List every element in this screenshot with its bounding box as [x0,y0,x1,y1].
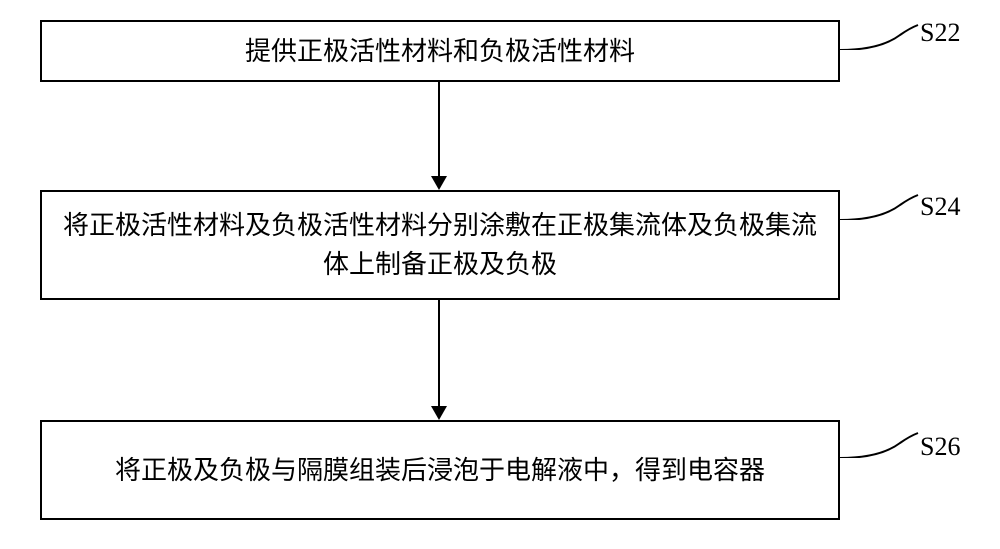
step-label-s26: S26 [920,432,960,462]
callout-curve-s22 [840,20,920,50]
flowchart-container: 提供正极活性材料和负极活性材料 S22 将正极活性材料及负极活性材料分别涂敷在正… [0,0,1000,549]
step-label-s22: S22 [920,18,960,48]
step-text-s26: 将正极及负极与隔膜组装后浸泡于电解液中，得到电容器 [115,451,765,490]
arrow-head-s24-s26 [431,406,447,420]
arrow-s24-s26 [438,300,440,406]
step-text-s22: 提供正极活性材料和负极活性材料 [245,32,635,71]
callout-curve-s24 [840,190,920,220]
step-box-s26: 将正极及负极与隔膜组装后浸泡于电解液中，得到电容器 [40,420,840,520]
step-box-s22: 提供正极活性材料和负极活性材料 [40,20,840,82]
step-box-s24: 将正极活性材料及负极活性材料分别涂敷在正极集流体及负极集流体上制备正极及负极 [40,190,840,300]
arrow-head-s22-s24 [431,176,447,190]
arrow-s22-s24 [438,82,440,176]
step-text-s24: 将正极活性材料及负极活性材料分别涂敷在正极集流体及负极集流体上制备正极及负极 [62,206,818,284]
callout-curve-s26 [840,428,920,458]
step-label-s24: S24 [920,192,960,222]
